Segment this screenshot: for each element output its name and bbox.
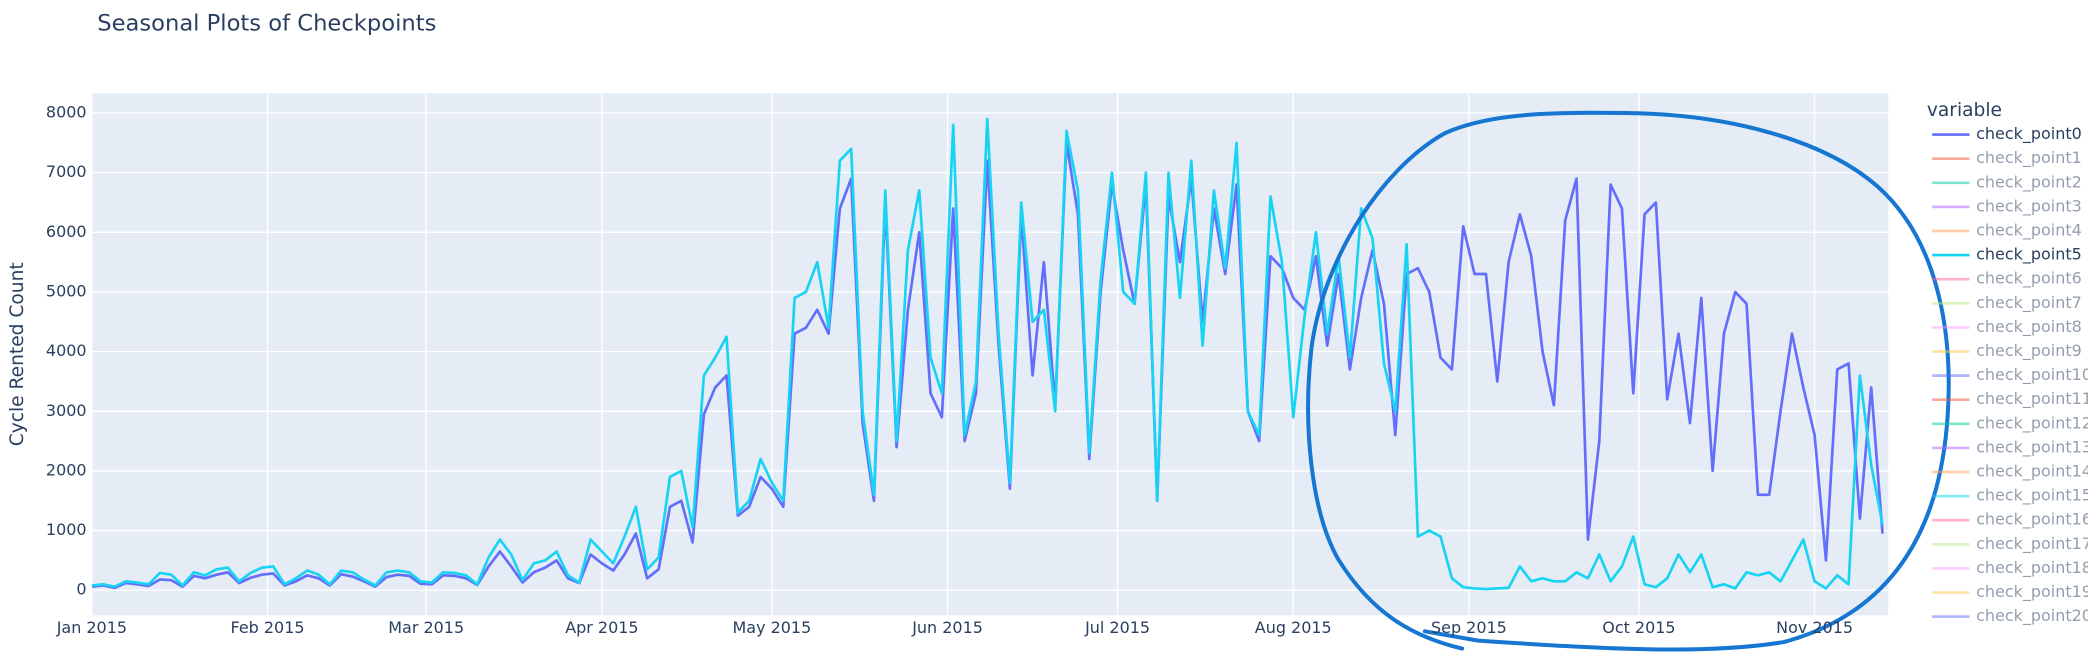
legend-label: check_point18: [1976, 558, 2088, 578]
legend-label: check_point9: [1976, 341, 2082, 361]
chart-title: Seasonal Plots of Checkpoints: [97, 11, 436, 37]
legend-label: check_point16: [1976, 510, 2088, 530]
y-tick-label: 4000: [46, 341, 87, 360]
x-tick-label: Jan 2015: [56, 618, 127, 637]
x-tick-label: Mar 2015: [388, 618, 464, 637]
x-tick-label: Aug 2015: [1255, 618, 1332, 637]
legend-title: variable: [1927, 100, 2002, 121]
y-axis-title: Cycle Rented Count: [7, 262, 28, 446]
x-tick-label: May 2015: [733, 618, 812, 637]
x-tick-label: Apr 2015: [565, 618, 638, 637]
legend-label: check_point4: [1976, 220, 2082, 240]
legend-label: check_point6: [1976, 269, 2082, 289]
legend-label: check_point2: [1976, 172, 2082, 192]
legend-label: check_point1: [1976, 148, 2082, 168]
y-tick-label: 1000: [46, 520, 87, 539]
x-tick-label: Feb 2015: [231, 618, 305, 637]
series-line: [91, 117, 1884, 591]
legend-label: check_point11: [1976, 389, 2088, 409]
legend-label: check_point14: [1976, 462, 2088, 482]
x-tick-label: Nov 2015: [1776, 618, 1853, 637]
legend-label: check_point10: [1976, 365, 2088, 385]
legend-label: check_point20: [1976, 606, 2088, 626]
y-tick-label: 0: [76, 580, 86, 599]
y-tick-label: 5000: [46, 281, 87, 300]
legend-label: check_point12: [1976, 413, 2088, 433]
legend-label: check_point3: [1976, 196, 2082, 216]
annotation-circle: [1306, 110, 1951, 652]
legend-label: check_point13: [1976, 437, 2088, 457]
legend-label: check_point0: [1976, 124, 2082, 144]
y-tick-label: 6000: [46, 222, 87, 241]
legend-label: check_point17: [1976, 534, 2088, 554]
series-line: [91, 141, 1884, 590]
legend-label: check_point19: [1976, 582, 2088, 602]
x-axis-title: Date: [967, 655, 1012, 658]
legend-label: check_point15: [1976, 486, 2088, 506]
legend-label: check_point5: [1976, 245, 2082, 265]
legend-label: check_point8: [1976, 317, 2082, 337]
x-tick-label: Jul 2015: [1084, 618, 1150, 637]
y-tick-label: 3000: [46, 401, 87, 420]
legend-label: check_point7: [1976, 293, 2082, 313]
y-tick-label: 2000: [46, 460, 87, 479]
x-tick-label: Oct 2015: [1602, 618, 1675, 637]
y-tick-label: 8000: [46, 102, 87, 121]
x-tick-label: Sep 2015: [1431, 618, 1507, 637]
y-tick-label: 7000: [46, 162, 87, 181]
x-tick-label: Jun 2015: [911, 618, 983, 637]
